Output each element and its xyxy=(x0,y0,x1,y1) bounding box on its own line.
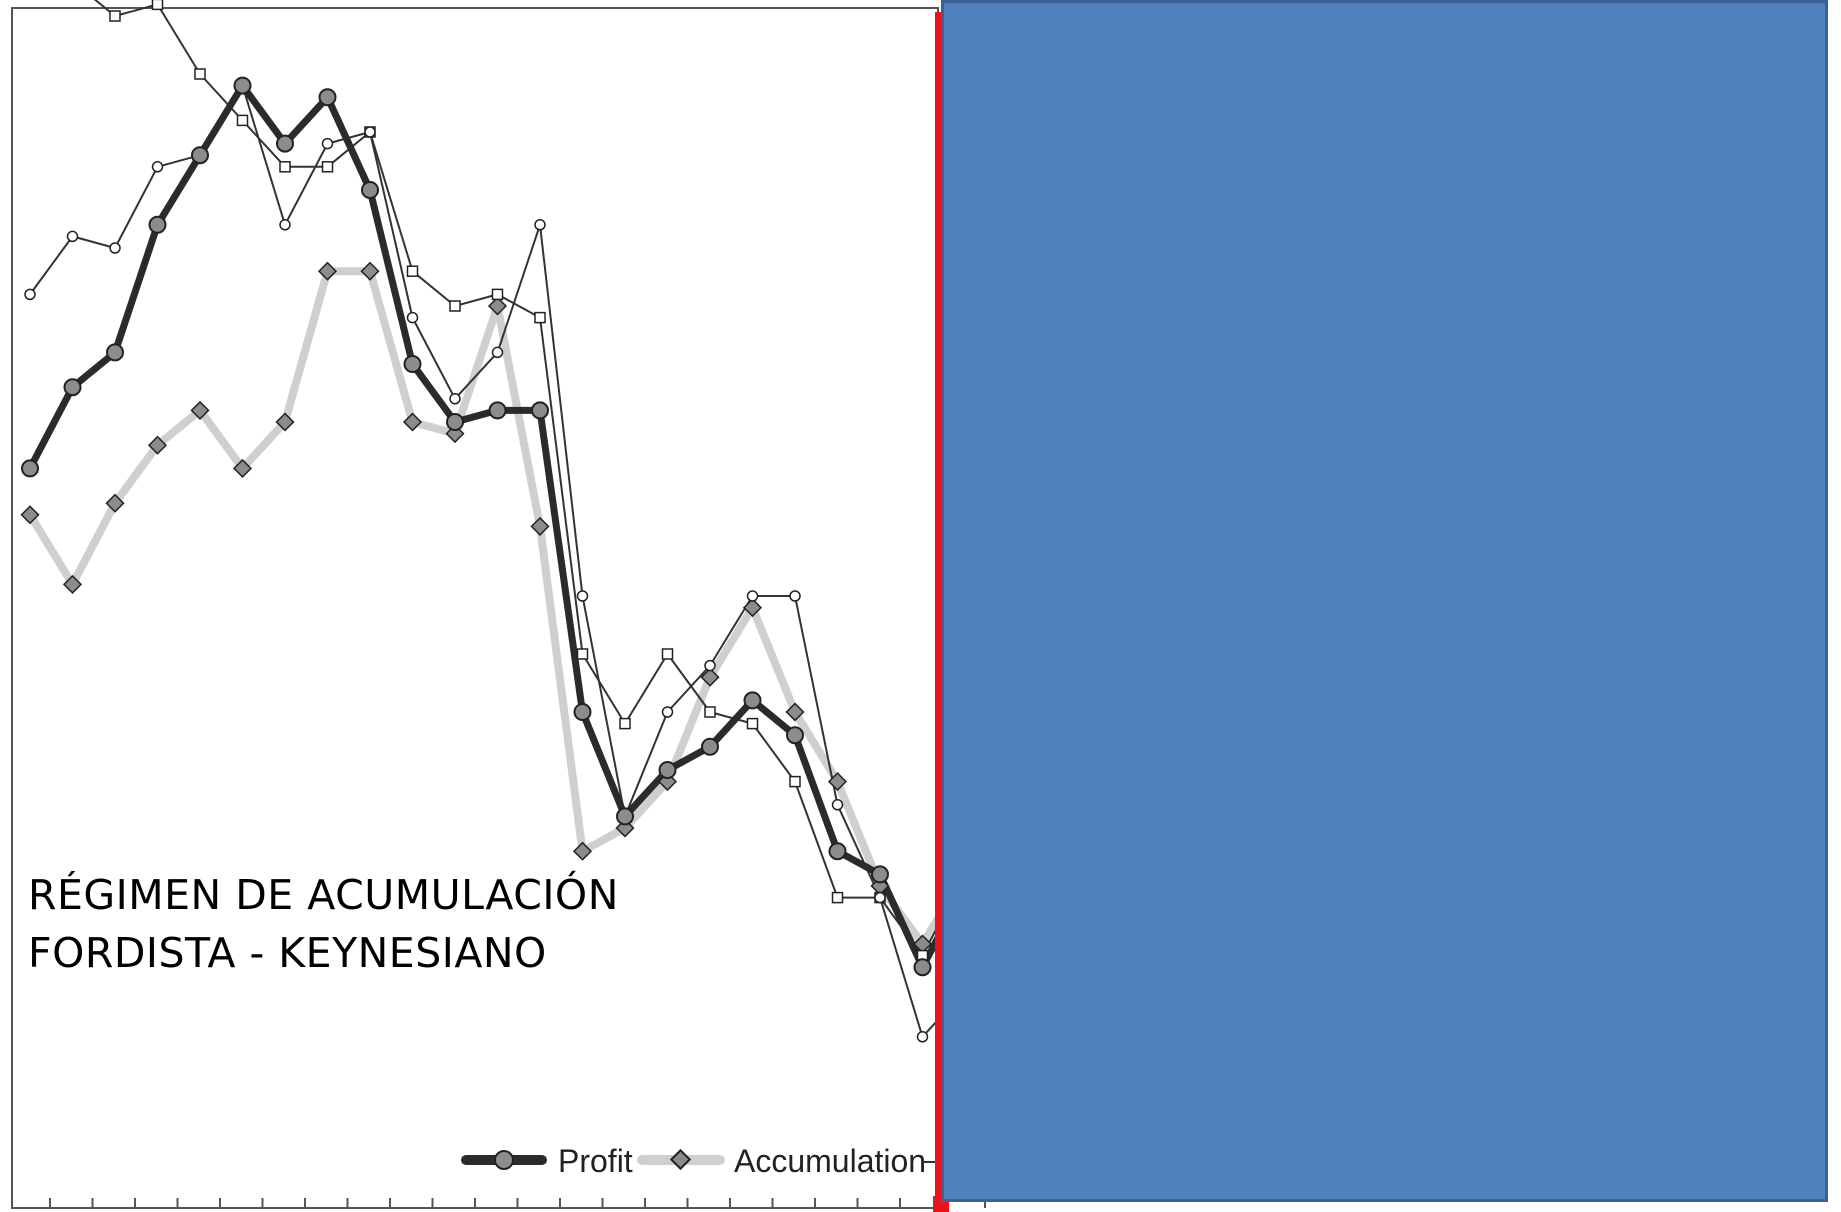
data-point-open-circle xyxy=(746,590,759,602)
data-point-diamond xyxy=(827,772,848,792)
data-point-open-square xyxy=(661,648,674,660)
data-point-open-circle xyxy=(789,590,801,602)
data-point-diamond xyxy=(360,261,380,281)
data-point-diamond xyxy=(105,493,125,513)
data-point-open-square xyxy=(534,311,546,324)
data-point-open-square xyxy=(491,288,504,301)
data-point-diamond xyxy=(20,505,40,525)
data-point-circle xyxy=(488,401,507,420)
chart-frame xyxy=(11,7,939,1209)
data-point-open-circle xyxy=(321,137,334,150)
data-point-open-square xyxy=(831,891,844,904)
data-point-diamond xyxy=(487,296,508,316)
data-point-open-circle xyxy=(279,219,291,231)
caption-line-1: RÉGIMEN DE ACUMULACIÓN xyxy=(28,871,619,919)
data-point-circle xyxy=(913,958,932,977)
data-point-open-square xyxy=(619,717,631,730)
caption-line-2: FORDISTA - KEYNESIANO xyxy=(28,929,547,977)
data-point-open-circle xyxy=(576,590,589,602)
data-point-circle xyxy=(701,737,719,756)
data-point-open-circle xyxy=(491,346,504,359)
data-point-open-square xyxy=(704,706,716,718)
data-point-diamond xyxy=(62,574,83,594)
data-point-diamond xyxy=(402,412,423,432)
data-point-diamond xyxy=(275,412,295,432)
data-point-circle xyxy=(616,807,634,826)
data-point-open-circle xyxy=(24,288,36,301)
data-point-open-circle xyxy=(364,126,376,138)
data-point-circle xyxy=(403,355,422,373)
data-point-circle xyxy=(658,761,677,779)
data-point-circle xyxy=(106,343,124,362)
data-point-circle xyxy=(63,378,82,397)
data-point-circle xyxy=(871,865,889,884)
data-point-open-square xyxy=(449,300,461,312)
legend-profit-marker xyxy=(494,1150,514,1170)
data-point-open-square xyxy=(194,68,206,80)
data-point-diamond xyxy=(912,934,933,954)
data-point-diamond xyxy=(700,667,720,687)
data-point-diamond xyxy=(785,702,805,722)
data-point-diamond xyxy=(147,435,168,455)
data-point-open-circle xyxy=(916,1031,929,1043)
data-point-circle xyxy=(828,842,847,861)
data-point-open-square xyxy=(279,161,291,173)
data-point-open-square xyxy=(789,775,801,788)
data-point-open-circle xyxy=(66,230,79,243)
chart-legend: Profit Accumulation xyxy=(461,1143,935,1179)
data-point-circle xyxy=(743,691,762,710)
data-point-circle xyxy=(148,215,167,234)
data-point-open-circle xyxy=(109,242,121,254)
data-point-open-square xyxy=(151,0,164,11)
data-point-open-circle xyxy=(151,161,164,173)
data-point-open-square xyxy=(236,114,249,127)
chart-caption: RÉGIMEN DE ACUMULACIÓN FORDISTA - KEYNES… xyxy=(28,866,619,982)
data-point-circle xyxy=(361,181,379,199)
legend-accumulation-marker xyxy=(669,1148,692,1171)
data-point-circle xyxy=(233,76,252,95)
data-point-open-circle xyxy=(831,799,844,811)
data-point-open-square xyxy=(406,265,419,277)
data-point-diamond xyxy=(232,458,253,478)
data-point-circle xyxy=(446,413,464,431)
red-divider xyxy=(935,12,941,1212)
data-point-diamond xyxy=(190,400,210,420)
data-point-circle xyxy=(21,459,39,478)
data-point-open-circle xyxy=(449,393,461,405)
data-point-circle xyxy=(573,703,592,721)
data-point-open-circle xyxy=(874,891,886,904)
data-point-circle xyxy=(276,134,294,153)
blue-overlay-panel xyxy=(941,0,1828,1202)
data-point-diamond xyxy=(317,261,338,281)
data-point-diamond xyxy=(530,516,550,536)
data-point-circle xyxy=(318,88,337,107)
data-point-open-circle xyxy=(661,706,674,718)
data-point-open-square xyxy=(109,10,121,22)
data-point-open-circle xyxy=(704,659,716,672)
data-point-open-circle xyxy=(534,219,546,231)
data-point-open-square xyxy=(746,717,759,730)
data-point-diamond xyxy=(742,598,763,618)
legend-accumulation-label: Accumulation xyxy=(734,1143,926,1179)
data-point-circle xyxy=(191,146,209,165)
data-point-diamond xyxy=(572,841,593,861)
legend-profit-label: Profit xyxy=(558,1143,633,1179)
data-point-circle xyxy=(786,726,804,745)
data-point-open-circle xyxy=(406,311,419,324)
data-point-open-square xyxy=(576,648,589,660)
data-point-open-square xyxy=(321,161,334,173)
data-point-circle xyxy=(531,401,549,420)
